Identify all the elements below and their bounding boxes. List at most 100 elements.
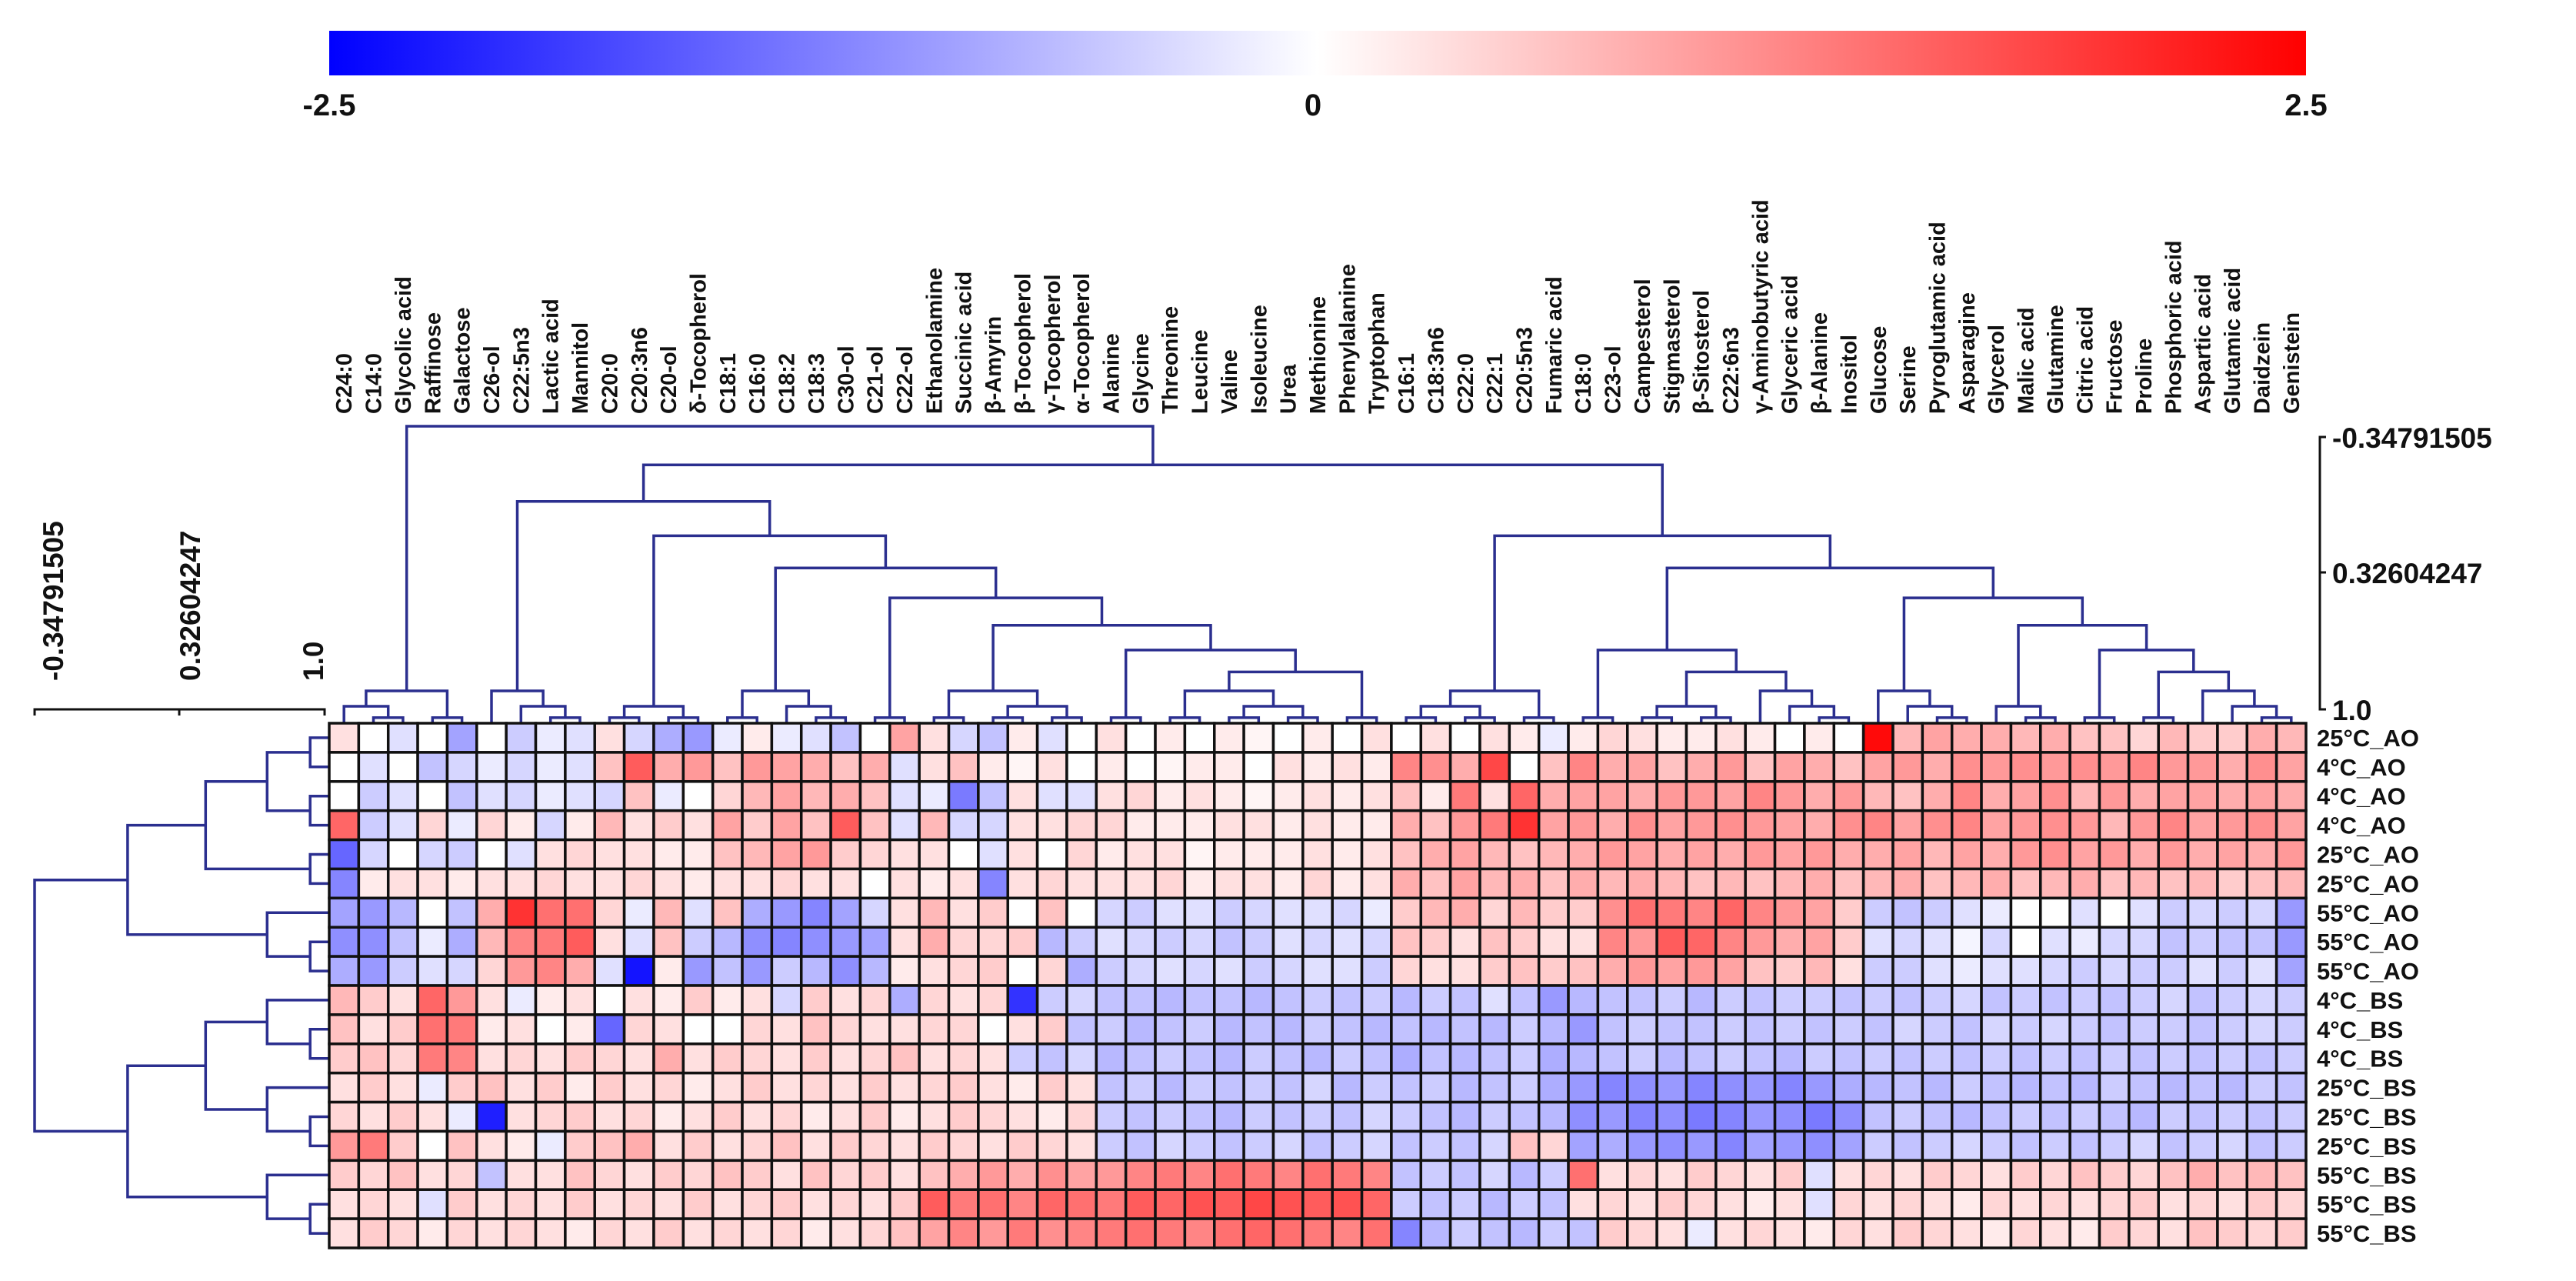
heatmap-cell bbox=[1655, 1100, 1688, 1133]
heatmap-cell bbox=[1508, 780, 1541, 812]
heatmap-cell bbox=[741, 1188, 774, 1220]
heatmap-cell bbox=[1271, 1100, 1305, 1133]
column-label: C16:0 bbox=[745, 353, 770, 414]
heatmap-cell bbox=[1685, 1100, 1718, 1133]
heatmap-cell bbox=[770, 722, 803, 754]
heatmap-cell bbox=[1891, 1071, 1925, 1104]
row-label: 4°C_AO bbox=[2317, 783, 2406, 810]
heatmap-cell bbox=[416, 722, 449, 754]
dendrogram-branch bbox=[308, 794, 329, 827]
heatmap-cell bbox=[918, 984, 951, 1016]
heatmap-cell bbox=[2186, 1217, 2219, 1249]
heatmap-cell bbox=[1006, 1159, 1039, 1191]
heatmap-cell bbox=[1183, 809, 1216, 842]
heatmap-cell bbox=[357, 1042, 390, 1075]
heatmap-cell bbox=[2216, 926, 2249, 958]
heatmap-cell bbox=[947, 1042, 980, 1075]
heatmap-cell bbox=[918, 1129, 951, 1163]
heatmap-cell bbox=[1655, 809, 1688, 842]
heatmap-cell bbox=[357, 1129, 390, 1163]
heatmap-cell bbox=[2009, 1100, 2042, 1133]
heatmap-cell bbox=[2009, 751, 2042, 783]
heatmap-cell bbox=[1242, 896, 1275, 929]
column-label: C20:5n3 bbox=[1513, 327, 1538, 414]
heatmap-cell bbox=[2216, 1217, 2249, 1249]
heatmap-cell bbox=[1861, 751, 1895, 783]
heatmap-cell bbox=[1448, 955, 1481, 987]
heatmap-cell bbox=[622, 1159, 655, 1191]
column-label: Glycolic acid bbox=[392, 276, 416, 414]
heatmap-cell bbox=[1301, 1100, 1334, 1133]
heatmap-cell bbox=[357, 751, 390, 783]
heatmap-cell bbox=[947, 955, 980, 987]
heatmap-cell bbox=[475, 809, 508, 842]
heatmap-cell bbox=[1715, 1071, 1747, 1104]
heatmap-cell bbox=[1006, 722, 1039, 754]
heatmap-cell bbox=[357, 867, 390, 900]
heatmap-cell bbox=[1980, 1159, 2013, 1191]
heatmap-cell bbox=[858, 1013, 891, 1046]
heatmap-cell bbox=[1715, 926, 1747, 958]
heatmap-cell bbox=[1124, 1159, 1157, 1191]
heatmap-cell bbox=[1095, 1159, 1128, 1191]
dendrogram-branch bbox=[888, 596, 1104, 718]
heatmap-cell bbox=[1626, 1129, 1658, 1163]
heatmap-cell bbox=[977, 1100, 1009, 1133]
heatmap-cell bbox=[1950, 722, 1983, 754]
row-distance-axis: -0.34791505 0.32604247 1.0 bbox=[33, 521, 329, 716]
heatmap-cell bbox=[328, 1129, 361, 1163]
dendrogram-branch bbox=[365, 689, 449, 718]
heatmap-cell bbox=[1301, 1217, 1334, 1249]
heatmap-cell bbox=[1537, 838, 1570, 871]
heatmap-cell bbox=[1655, 984, 1688, 1016]
heatmap-cell bbox=[1006, 896, 1039, 929]
heatmap-cell bbox=[622, 751, 655, 783]
heatmap-cell bbox=[741, 1100, 774, 1133]
heatmap-cell bbox=[888, 1042, 921, 1075]
dendrogram-branch bbox=[308, 1028, 329, 1060]
heatmap-cell bbox=[2128, 1042, 2160, 1075]
heatmap-cell bbox=[1124, 809, 1157, 842]
heatmap-cell bbox=[770, 838, 803, 871]
heatmap-cell bbox=[1537, 867, 1570, 900]
heatmap-cell bbox=[799, 1217, 832, 1249]
heatmap-cell bbox=[1478, 1159, 1511, 1191]
heatmap-cell bbox=[2245, 1188, 2278, 1220]
heatmap-cell bbox=[1213, 984, 1245, 1016]
heatmap-cell bbox=[1832, 896, 1865, 929]
column-label: Glyceric acid bbox=[1778, 275, 1803, 414]
heatmap-cell bbox=[1154, 1042, 1187, 1075]
heatmap-cell bbox=[445, 867, 478, 900]
heatmap-cell bbox=[445, 1042, 478, 1075]
dendrogram-branch bbox=[1994, 705, 2042, 723]
heatmap-cell bbox=[386, 838, 419, 871]
heatmap-cell bbox=[386, 1042, 419, 1075]
dendrogram-branch bbox=[1788, 705, 1836, 723]
heatmap-cell bbox=[858, 1100, 891, 1133]
heatmap-cell bbox=[1331, 1159, 1364, 1191]
heatmap-cell bbox=[858, 809, 891, 842]
heatmap-cell bbox=[622, 809, 655, 842]
dendrogram-branch bbox=[405, 425, 1155, 691]
heatmap-cell bbox=[1360, 867, 1393, 900]
heatmap-cell bbox=[1803, 1100, 1836, 1133]
heatmap-cell bbox=[2039, 809, 2071, 842]
column-distance-label-mid: 0.32604247 bbox=[2332, 558, 2482, 589]
heatmap-cell bbox=[711, 1042, 744, 1075]
heatmap-cell bbox=[2245, 838, 2278, 871]
heatmap-cell bbox=[741, 926, 774, 958]
heatmap-cell bbox=[1891, 1159, 1925, 1191]
column-label: Glucose bbox=[1867, 326, 1891, 414]
heatmap-cell bbox=[2216, 809, 2249, 842]
heatmap-cell bbox=[1685, 809, 1718, 842]
heatmap-cell bbox=[593, 1129, 626, 1163]
heatmap-cell bbox=[947, 780, 980, 812]
heatmap-cell bbox=[386, 1013, 419, 1046]
heatmap-cell bbox=[1655, 838, 1688, 871]
heatmap-cell bbox=[947, 1100, 980, 1133]
heatmap-cell bbox=[1095, 926, 1128, 958]
heatmap-cell bbox=[1095, 780, 1128, 812]
heatmap-cell bbox=[386, 751, 419, 783]
heatmap-cell bbox=[2216, 984, 2249, 1016]
row-label: 55°C_AO bbox=[2317, 899, 2419, 926]
